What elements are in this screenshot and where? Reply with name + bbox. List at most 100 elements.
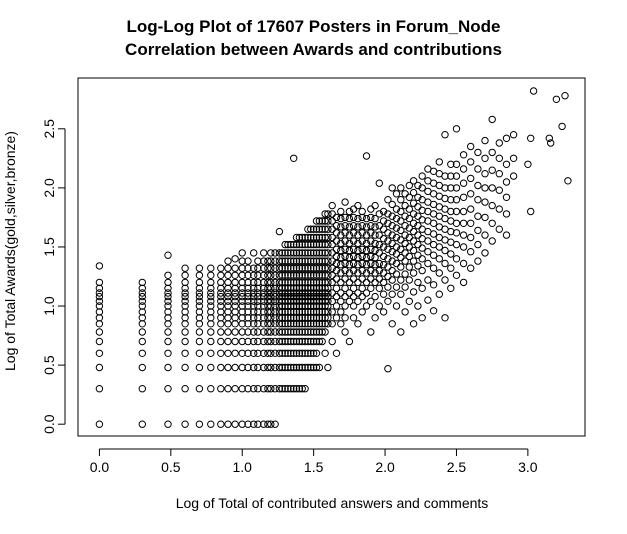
data-point — [379, 308, 388, 316]
data-point — [231, 385, 239, 393]
data-point — [358, 292, 366, 301]
data-point — [271, 249, 279, 257]
data-point — [452, 172, 461, 180]
data-point — [435, 243, 443, 251]
data-point — [281, 328, 289, 336]
data-point — [321, 210, 329, 218]
data-point — [481, 154, 489, 163]
data-point — [401, 308, 409, 316]
data-point — [290, 385, 298, 393]
data-point — [224, 297, 232, 305]
data-point — [281, 363, 289, 372]
data-point — [481, 213, 489, 222]
data-point — [181, 264, 189, 272]
data-point — [401, 270, 409, 278]
data-point — [138, 278, 147, 287]
data-point — [304, 271, 312, 279]
data-point — [278, 349, 286, 357]
data-point — [275, 271, 284, 279]
data-point — [295, 271, 304, 279]
data-point — [375, 284, 383, 292]
data-point — [195, 314, 204, 322]
data-point — [238, 349, 246, 357]
data-point — [181, 302, 189, 310]
data-point — [324, 302, 332, 310]
data-point — [181, 363, 189, 372]
data-point — [312, 328, 321, 336]
x-tick-label: 2.5 — [447, 459, 467, 475]
data-point — [238, 420, 246, 428]
data-point — [298, 264, 306, 272]
data-point — [224, 337, 232, 346]
data-point — [298, 240, 306, 249]
data-point — [337, 308, 345, 316]
data-point — [379, 290, 388, 298]
data-point — [301, 337, 309, 346]
data-point — [250, 278, 258, 287]
data-point — [250, 249, 258, 257]
data-point — [264, 314, 272, 322]
data-point — [318, 314, 326, 322]
data-point — [459, 151, 468, 159]
data-point — [435, 158, 443, 166]
data-point — [409, 188, 418, 197]
data-point — [447, 172, 455, 180]
data-point — [341, 237, 349, 245]
data-point — [238, 297, 246, 305]
y-axis-label: Log of Total Awards(gold,silver,bronze) — [2, 131, 18, 371]
data-point — [467, 142, 475, 151]
data-point — [287, 385, 295, 393]
data-point — [312, 217, 321, 225]
data-point — [95, 302, 104, 310]
data-point — [295, 385, 304, 393]
data-point — [332, 229, 341, 237]
data-point — [164, 328, 172, 336]
data-point — [181, 297, 189, 305]
data-point — [332, 252, 341, 261]
data-point — [321, 278, 329, 287]
x-tick-label: 1.5 — [304, 459, 324, 475]
data-point — [345, 289, 354, 297]
data-point — [459, 278, 468, 287]
data-point — [95, 289, 104, 297]
data-point — [304, 233, 312, 242]
data-point — [250, 385, 258, 393]
data-point — [349, 292, 358, 301]
data-point — [318, 233, 326, 242]
data-point — [284, 308, 292, 316]
data-point — [301, 278, 309, 287]
data-point — [295, 264, 304, 272]
data-point — [328, 308, 336, 316]
data-point — [392, 214, 401, 223]
data-point — [231, 292, 239, 301]
data-point — [238, 289, 246, 297]
data-point — [367, 237, 375, 245]
data-point — [467, 174, 475, 183]
data-point — [275, 337, 284, 346]
data-point — [292, 264, 301, 272]
data-point — [231, 337, 239, 346]
data-point — [397, 263, 405, 271]
data-point — [362, 152, 371, 160]
data-point — [271, 385, 279, 393]
data-point — [181, 289, 189, 297]
data-point — [459, 259, 468, 268]
data-point — [401, 190, 409, 198]
data-point — [349, 213, 358, 222]
data-point — [304, 264, 312, 272]
data-point — [292, 349, 301, 357]
data-point — [207, 284, 215, 292]
data-point — [397, 184, 405, 192]
y-tick-label: 2.0 — [41, 178, 57, 198]
data-point — [371, 246, 379, 255]
data-point — [349, 229, 358, 237]
data-point — [321, 233, 329, 242]
data-point — [349, 275, 358, 283]
data-point — [207, 302, 215, 310]
data-point — [441, 184, 449, 192]
data-point — [349, 245, 358, 254]
data-point — [275, 349, 284, 357]
chart-title-line-1: Log-Log Plot of 17607 Posters in Forum_N… — [126, 17, 501, 36]
data-point — [250, 420, 258, 428]
data-point — [267, 249, 275, 257]
